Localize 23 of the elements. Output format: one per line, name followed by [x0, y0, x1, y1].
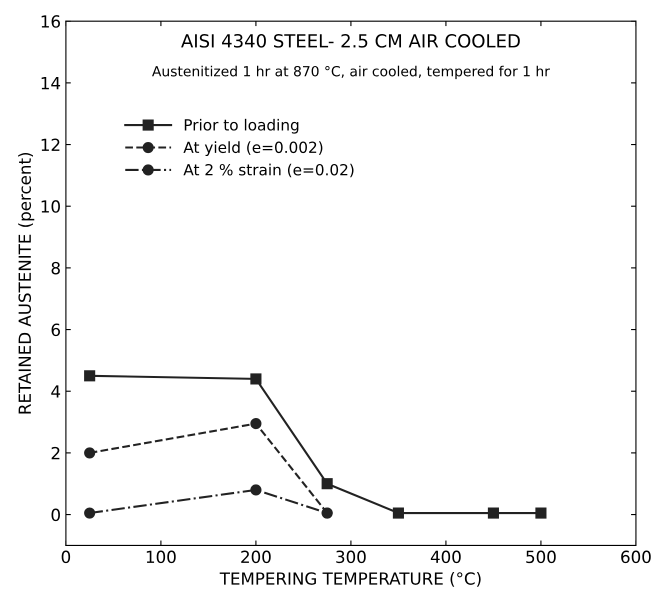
x-tick-label: 200	[241, 550, 271, 564]
y-tick-label: 2	[52, 446, 60, 460]
x-tick-label: 500	[526, 550, 556, 564]
legend-label: Prior to loading	[184, 118, 298, 134]
y-tick-label: 16	[42, 15, 60, 28]
legend-label: At 2 % strain (e=0.02)	[183, 164, 354, 178]
y-tick-label: 12	[42, 138, 60, 151]
annotation: AISI 4340 STEEL- 2.5 CM AIR COOLED	[181, 34, 520, 48]
y-tick-label: 6	[52, 324, 60, 336]
legend-label: At yield (e=0.002)	[183, 141, 322, 156]
x-tick-label: 400	[430, 550, 461, 564]
y-tick-label: 10	[42, 200, 60, 213]
y-tick-label: 8	[52, 262, 60, 274]
x-tick-label: 0	[62, 550, 70, 564]
y-tick-label: 14	[42, 77, 60, 90]
x-axis-title: TEMPERING TEMPERATURE (°C)	[220, 572, 481, 587]
x-tick-label: 600	[621, 550, 651, 564]
y-axis-title: RETAINED AUSTENITE (percent)	[18, 152, 34, 414]
x-tick-label: 300	[336, 550, 366, 564]
y-tick-label: 4	[51, 385, 60, 398]
x-tick-label: 100	[146, 550, 176, 564]
y-tick-label: 0	[52, 508, 60, 522]
annotation: Austenitized 1 hr at 870 °C, air cooled, tempered for 1 hr	[152, 66, 550, 80]
